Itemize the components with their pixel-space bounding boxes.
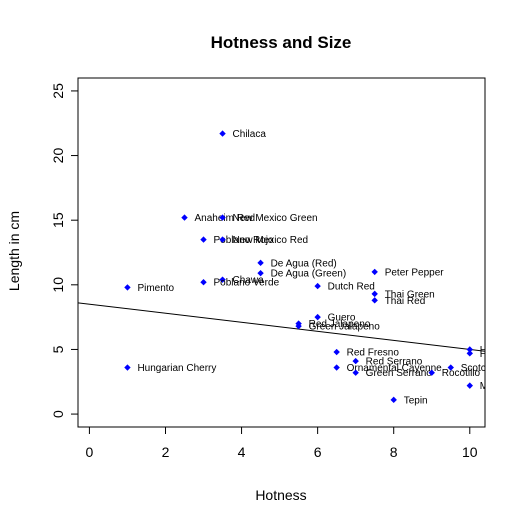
axes: 0 2 4 6 8 10 0 5 10 15 20 25 bbox=[50, 83, 478, 460]
point-label: Dutch Red bbox=[328, 282, 375, 293]
data-point bbox=[219, 130, 226, 137]
data-point bbox=[466, 382, 473, 389]
point-label: Habanero Orange bbox=[480, 345, 525, 356]
data-point bbox=[181, 214, 188, 221]
data-point bbox=[371, 297, 378, 304]
data-point bbox=[371, 268, 378, 276]
point-label: Green Serrano bbox=[366, 368, 433, 379]
data-point bbox=[428, 369, 435, 376]
y-tick-label: 20 bbox=[50, 148, 66, 164]
point-label: Chilaca bbox=[233, 129, 267, 140]
data-point bbox=[314, 282, 321, 290]
point-label: Mako Akokosrade bbox=[480, 381, 525, 392]
data-point bbox=[333, 364, 340, 371]
data-point bbox=[466, 346, 473, 353]
data-point bbox=[333, 348, 340, 356]
chart-title: Hotness and Size bbox=[211, 33, 352, 52]
y-tick-label: 5 bbox=[50, 345, 66, 353]
x-tick-label: 6 bbox=[314, 444, 322, 460]
point-label: Habanero Red bbox=[480, 349, 525, 360]
plot-frame bbox=[77, 77, 486, 428]
point-label: Anaheim Red bbox=[195, 213, 256, 224]
x-tick-label: 4 bbox=[238, 444, 246, 460]
data-point bbox=[352, 369, 359, 376]
point-label: Thai Green bbox=[385, 289, 435, 300]
y-tick-label: 25 bbox=[50, 83, 66, 99]
point-label: De Agua (Red) bbox=[271, 258, 337, 269]
point-label: New Mexico Red bbox=[233, 235, 309, 246]
data-point bbox=[257, 259, 264, 267]
data-point bbox=[200, 236, 207, 243]
point-label: Red Fresno bbox=[347, 348, 400, 359]
point-label: Tepin bbox=[404, 395, 428, 406]
y-tick-label: 15 bbox=[50, 212, 66, 228]
point-label: De Agua (Green) bbox=[271, 269, 347, 280]
x-tick-label: 2 bbox=[162, 444, 170, 460]
point-label: Thai Red bbox=[385, 296, 426, 307]
data-point bbox=[200, 279, 207, 286]
data-point bbox=[124, 364, 131, 371]
point-label: Pimento bbox=[137, 283, 174, 294]
point-label: Ornamental Cayenne bbox=[347, 363, 442, 374]
data-point bbox=[447, 364, 454, 371]
x-tick-label: 0 bbox=[86, 444, 94, 460]
point-label: Peter Pepper bbox=[385, 267, 445, 278]
point-label: Rocotillo bbox=[442, 368, 481, 379]
data-point bbox=[314, 313, 321, 321]
data-point bbox=[219, 214, 226, 221]
data-point bbox=[466, 350, 473, 357]
point-label: Chawa bbox=[233, 275, 265, 286]
point-label: Poblano Verde bbox=[214, 278, 280, 289]
y-tick-label: 10 bbox=[50, 277, 66, 293]
point-label: Red Serrano bbox=[366, 357, 423, 368]
x-tick-label: 8 bbox=[390, 444, 398, 460]
point-label: Red Jalapeno bbox=[309, 319, 371, 330]
y-tick-label: 0 bbox=[50, 410, 66, 418]
point-label: Green Jalapeno bbox=[309, 322, 381, 333]
y-axis-label: Length in cm bbox=[6, 211, 22, 291]
data-point bbox=[295, 322, 302, 330]
x-tick-label: 10 bbox=[462, 444, 478, 460]
data-point bbox=[352, 357, 359, 365]
data-point bbox=[124, 284, 131, 291]
data-point bbox=[390, 396, 397, 404]
data-point bbox=[371, 290, 378, 298]
point-label: New Mexico Green bbox=[233, 213, 318, 224]
data-point bbox=[219, 236, 226, 243]
point-label: Poblano Rojo bbox=[214, 235, 274, 246]
x-axis-label: Hotness bbox=[255, 487, 306, 503]
point-label: Guero bbox=[328, 313, 356, 324]
data-point bbox=[219, 276, 226, 283]
point-label: Scotch Bonnet bbox=[461, 363, 525, 374]
data-point bbox=[257, 269, 264, 277]
regression-line bbox=[78, 302, 485, 352]
point-label: Hungarian Cherry bbox=[137, 363, 216, 374]
